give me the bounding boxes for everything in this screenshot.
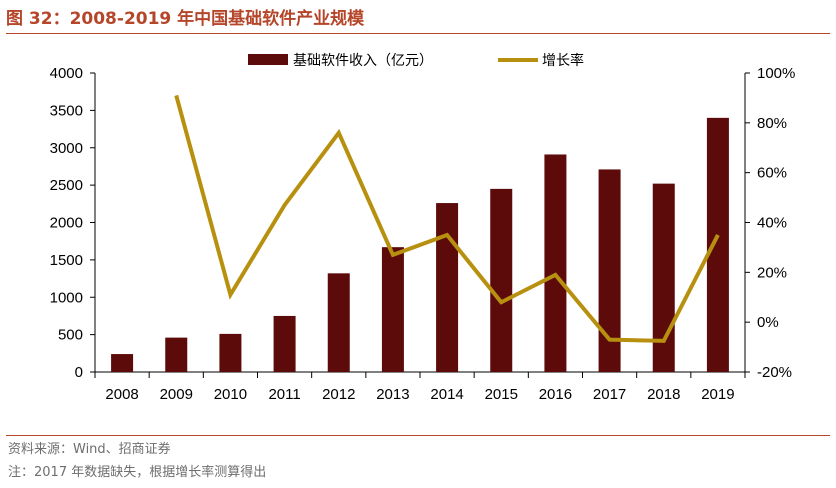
left-axis-tick-label: 1000 — [50, 289, 83, 306]
footer-divider — [6, 435, 830, 436]
x-axis-tick-label: 2018 — [647, 386, 680, 403]
x-axis-tick-label: 2017 — [593, 386, 626, 403]
bar — [219, 333, 242, 372]
x-axis-tick-label: 2019 — [701, 386, 734, 403]
legend-line-label: 增长率 — [542, 52, 584, 69]
bar — [544, 154, 567, 372]
left-axis-tick-label: 4000 — [50, 65, 83, 82]
bar — [273, 315, 296, 372]
left-axis-tick-label: 3500 — [50, 102, 83, 119]
x-axis-tick-label: 2013 — [376, 386, 409, 403]
right-axis-tick-label: 20% — [757, 264, 787, 281]
title-divider — [6, 33, 830, 34]
bar — [165, 337, 188, 372]
x-axis-tick-label: 2016 — [539, 386, 572, 403]
legend-bar-label: 基础软件收入（亿元） — [293, 52, 433, 69]
right-axis-tick-label: 80% — [757, 115, 787, 132]
bar — [327, 273, 350, 372]
left-axis-tick-label: 3000 — [50, 140, 83, 157]
right-axis-tick-label: 60% — [757, 165, 787, 182]
x-axis-tick-label: 2010 — [214, 386, 247, 403]
bar — [598, 169, 621, 372]
left-axis-tick-label: 2000 — [50, 215, 83, 232]
x-axis-tick-label: 2015 — [485, 386, 518, 403]
data-note: 注：2017 年数据缺失，根据增长率测算得出 — [8, 465, 267, 480]
left-axis-tick-label: 500 — [58, 327, 83, 344]
bar — [652, 183, 675, 372]
right-axis-tick-label: 100% — [757, 65, 795, 82]
left-axis-tick-label: 1500 — [50, 252, 83, 269]
bar — [111, 354, 134, 372]
x-axis-tick-label: 2014 — [430, 386, 463, 403]
right-axis-tick-label: 40% — [757, 215, 787, 232]
left-axis-tick-label: 0 — [75, 364, 83, 381]
x-axis-tick-label: 2012 — [322, 386, 355, 403]
x-axis-tick-label: 2009 — [160, 386, 193, 403]
left-axis-tick-label: 2500 — [50, 177, 83, 194]
right-axis-tick-label: -20% — [757, 364, 792, 381]
x-axis-tick-label: 2011 — [268, 386, 300, 403]
source-note: 资料来源：Wind、招商证券 — [8, 442, 171, 457]
bar — [436, 203, 459, 372]
chart-title: 图 32：2008-2019 年中国基础软件产业规模 — [6, 9, 365, 29]
bar — [490, 188, 513, 372]
bar — [381, 247, 404, 372]
bar — [706, 117, 729, 372]
x-axis-tick-label: 2008 — [105, 386, 138, 403]
legend-bar-swatch — [248, 54, 288, 65]
right-axis-tick-label: 0% — [757, 314, 779, 331]
